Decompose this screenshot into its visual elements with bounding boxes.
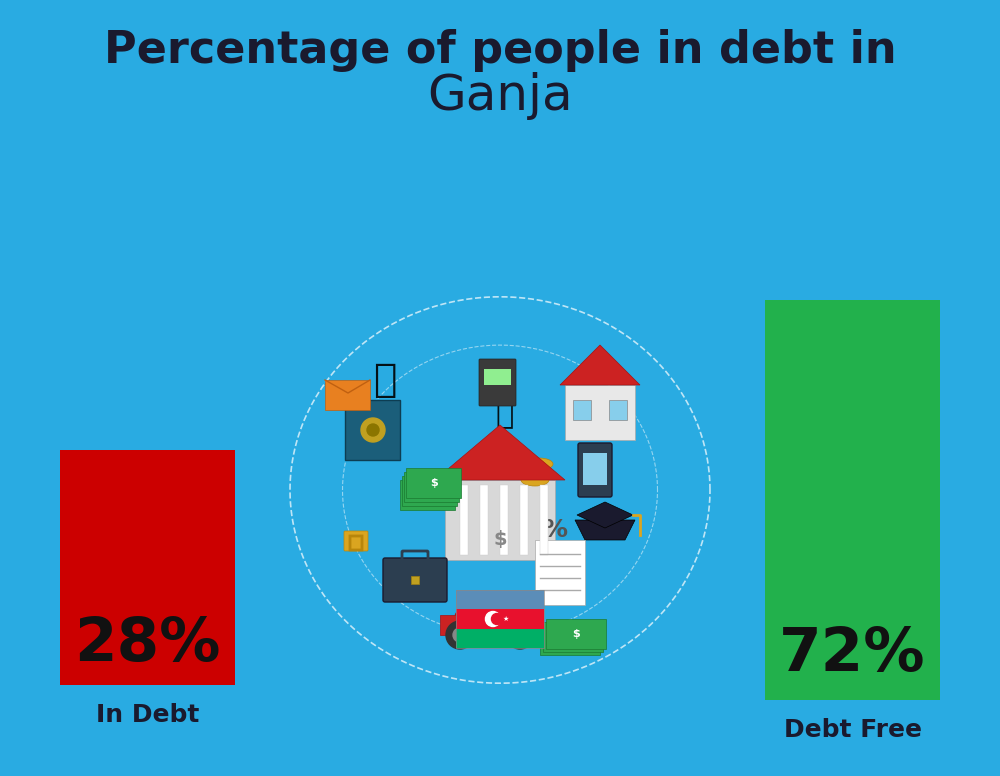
FancyBboxPatch shape <box>543 622 603 652</box>
Text: $: $ <box>428 482 436 492</box>
FancyBboxPatch shape <box>456 609 544 629</box>
Text: 🔑: 🔑 <box>496 400 514 429</box>
Text: $: $ <box>430 478 438 488</box>
FancyBboxPatch shape <box>578 443 612 497</box>
Circle shape <box>513 628 527 642</box>
Circle shape <box>367 424 379 436</box>
FancyBboxPatch shape <box>500 485 508 555</box>
Text: Ganja: Ganja <box>427 72 573 120</box>
FancyBboxPatch shape <box>484 369 511 385</box>
FancyBboxPatch shape <box>400 480 455 510</box>
FancyBboxPatch shape <box>406 468 461 498</box>
FancyBboxPatch shape <box>565 385 635 440</box>
FancyBboxPatch shape <box>609 400 627 420</box>
FancyBboxPatch shape <box>480 485 488 555</box>
Ellipse shape <box>525 458 553 470</box>
Text: 28%: 28% <box>74 615 221 674</box>
Polygon shape <box>455 595 525 615</box>
Polygon shape <box>440 615 540 635</box>
FancyBboxPatch shape <box>445 480 555 560</box>
Text: 72%: 72% <box>779 625 926 684</box>
Text: $: $ <box>566 635 574 645</box>
Polygon shape <box>560 345 640 385</box>
Ellipse shape <box>523 466 551 478</box>
Text: $: $ <box>426 486 434 496</box>
Circle shape <box>491 614 502 625</box>
Text: $: $ <box>493 531 507 549</box>
Polygon shape <box>577 502 633 528</box>
FancyBboxPatch shape <box>540 485 548 555</box>
FancyBboxPatch shape <box>404 472 459 502</box>
Circle shape <box>506 621 534 649</box>
FancyBboxPatch shape <box>479 359 516 406</box>
Circle shape <box>446 621 474 649</box>
Ellipse shape <box>521 474 549 486</box>
Circle shape <box>485 611 500 626</box>
Text: %: % <box>542 518 568 542</box>
FancyBboxPatch shape <box>345 400 400 460</box>
FancyBboxPatch shape <box>456 629 544 648</box>
Polygon shape <box>435 425 565 480</box>
FancyBboxPatch shape <box>583 453 607 485</box>
FancyBboxPatch shape <box>546 619 606 649</box>
FancyBboxPatch shape <box>383 558 447 602</box>
Text: Debt Free: Debt Free <box>784 718 922 742</box>
Text: $: $ <box>572 629 580 639</box>
Polygon shape <box>575 520 635 540</box>
FancyBboxPatch shape <box>520 485 528 555</box>
FancyBboxPatch shape <box>540 625 600 655</box>
Text: In Debt: In Debt <box>96 703 199 727</box>
Text: Percentage of people in debt in: Percentage of people in debt in <box>104 29 896 71</box>
FancyBboxPatch shape <box>411 576 419 584</box>
FancyBboxPatch shape <box>765 300 940 700</box>
FancyBboxPatch shape <box>344 531 368 551</box>
FancyBboxPatch shape <box>402 476 457 506</box>
FancyBboxPatch shape <box>535 540 585 605</box>
Text: 🦅: 🦅 <box>373 361 397 399</box>
FancyBboxPatch shape <box>460 485 468 555</box>
FancyBboxPatch shape <box>60 450 235 685</box>
Text: $: $ <box>424 490 432 500</box>
Circle shape <box>453 628 467 642</box>
Circle shape <box>361 418 385 442</box>
FancyBboxPatch shape <box>325 380 370 410</box>
FancyBboxPatch shape <box>573 400 591 420</box>
Text: $: $ <box>569 632 577 642</box>
Text: ★: ★ <box>503 616 509 622</box>
FancyBboxPatch shape <box>456 590 544 609</box>
